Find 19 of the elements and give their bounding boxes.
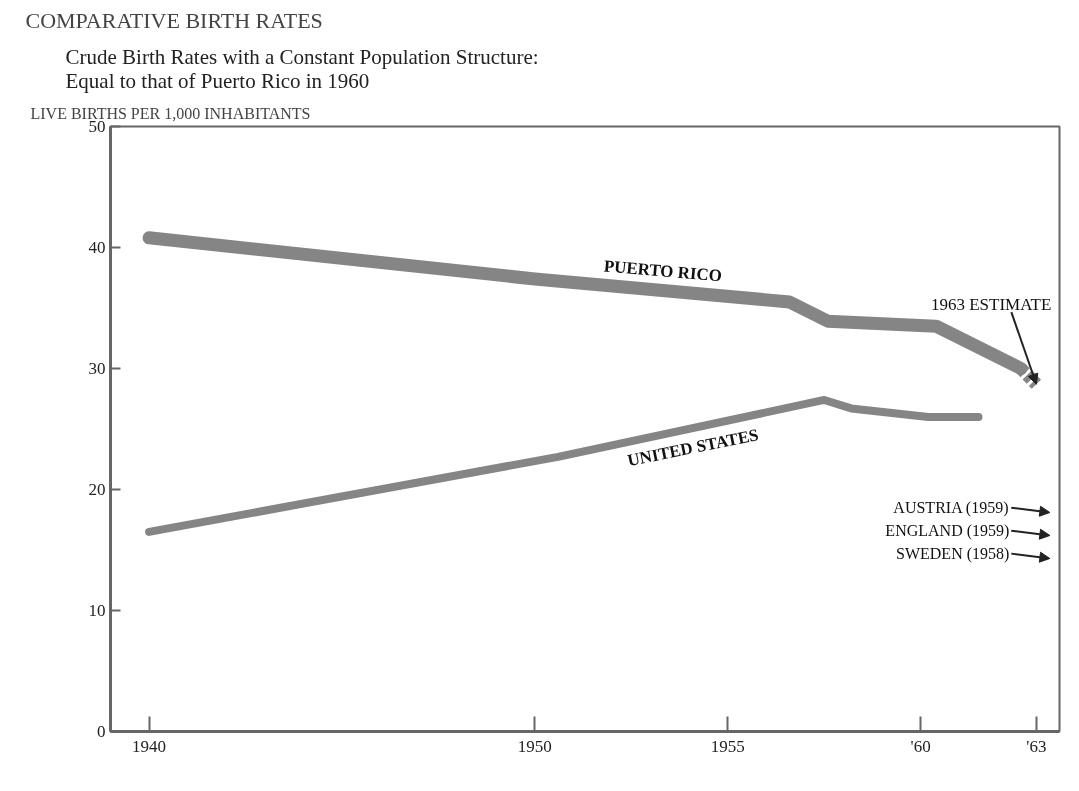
y-tick-label: 0	[97, 722, 106, 741]
annotation: AUSTRIA (1959)	[893, 499, 1009, 518]
text: UNITED STATES	[625, 425, 761, 471]
annotation: 1963 ESTIMATE	[930, 294, 1052, 314]
chart-title: COMPARATIVE BIRTH RATES	[25, 7, 323, 33]
x-tick-label: '63	[1026, 736, 1047, 756]
y-tick-label: 30	[88, 359, 106, 378]
annotation: ENGLAND (1959)	[885, 522, 1010, 541]
y-tick-label: 40	[88, 238, 106, 257]
x-tick-label: 1950	[517, 736, 552, 756]
series-label: PUERTO RICO	[603, 256, 723, 286]
y-tick-label: 10	[88, 601, 106, 620]
y-tick-label: 20	[88, 480, 106, 499]
y-axis-title: LIVE BIRTHS PER 1,000 INHABITANTS	[30, 104, 311, 122]
x-tick-label: 1940	[132, 736, 167, 756]
annotation: SWEDEN (1958)	[896, 545, 1010, 564]
x-tick-label: '60	[910, 736, 931, 756]
x-tick-label: 1955	[710, 736, 745, 756]
chart-subtitle: Crude Birth Rates with a Constant Population Structure: Equal to that of Puerto Rico in 1960	[65, 44, 539, 93]
